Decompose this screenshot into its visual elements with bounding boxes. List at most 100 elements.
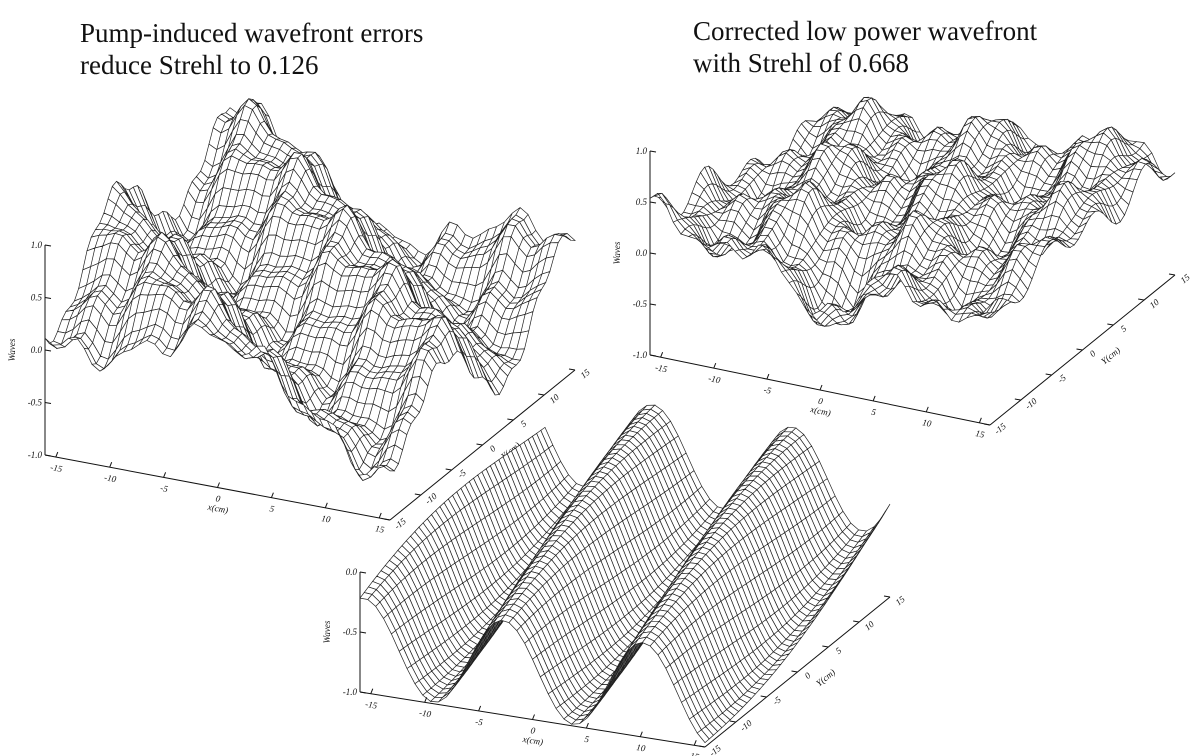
- x-tick: [660, 352, 664, 358]
- z-tick: [649, 303, 657, 306]
- x-tick: [585, 722, 589, 729]
- y-tick-label: 0: [488, 443, 498, 454]
- x-tick-label: -15: [654, 362, 668, 374]
- z-tick: [649, 150, 657, 153]
- z-tick-label: -1.0: [28, 450, 43, 460]
- z-tick: [44, 297, 52, 299]
- x-tick: [217, 482, 220, 488]
- z-tick: [44, 402, 52, 404]
- x-axis-label: x(cm): [809, 404, 832, 418]
- x-tick: [324, 502, 328, 508]
- x-tick: [163, 472, 167, 478]
- x-tick-label: -10: [707, 373, 721, 385]
- z-tick-label: 0.0: [636, 248, 648, 258]
- panel-title: with Strehl of 0.668: [693, 48, 909, 78]
- y-tick: [1138, 298, 1145, 301]
- mesh-row: [745, 143, 1092, 234]
- x-axis-label: x(cm): [521, 734, 544, 747]
- y-tick: [1168, 273, 1176, 276]
- mesh-row: [796, 106, 1142, 186]
- z-axis-label: Waves: [322, 620, 332, 643]
- mesh-row: [788, 127, 1134, 206]
- z-tick-label: 1.0: [636, 146, 648, 156]
- mesh-row: [683, 203, 1029, 309]
- mesh-row: [695, 171, 1041, 281]
- mesh-row: [749, 141, 1097, 223]
- y-tick: [538, 393, 545, 396]
- x-tick: [639, 731, 643, 737]
- z-axis-label: Waves: [7, 338, 17, 361]
- x-tick: [55, 451, 59, 458]
- x-tick: [270, 492, 274, 498]
- wireframe-surface: [44, 98, 576, 481]
- z-tick-label: -0.5: [28, 398, 43, 408]
- mesh-row: [212, 98, 563, 273]
- y-tick: [383, 518, 391, 521]
- wireframe-surface: [359, 404, 891, 744]
- x-tick-label: -5: [763, 384, 773, 395]
- z-tick-label: 0.5: [636, 197, 648, 207]
- panel-title: Corrected low power wavefront: [693, 16, 1038, 46]
- y-tick: [760, 695, 767, 698]
- y-tick: [822, 645, 829, 648]
- y-tick: [414, 493, 421, 496]
- panel-title: reduce Strehl to 0.126: [80, 50, 318, 80]
- x-tick: [693, 740, 697, 746]
- x-tick-label: -5: [475, 716, 484, 727]
- x-tick-label: 5: [871, 407, 878, 418]
- mesh-row: [792, 117, 1138, 193]
- x-tick: [370, 688, 374, 694]
- x-tick: [378, 512, 382, 519]
- panel-title: Pump-induced wavefront errors: [80, 18, 423, 48]
- x-tick: [478, 705, 482, 712]
- y-tick: [507, 418, 514, 421]
- x-tick-label: 10: [636, 742, 647, 753]
- mesh-row: [359, 592, 710, 744]
- y-tick: [445, 468, 452, 471]
- y-tick-label: 5: [1119, 323, 1129, 334]
- surface-plot: 0.0-0.5-1.0Waves-15-10-5051015x(cm)-15-1…: [322, 404, 907, 756]
- z-tick-label: -1.0: [633, 350, 648, 360]
- x-tick: [766, 373, 770, 380]
- z-tick-label: -0.5: [343, 627, 358, 637]
- x-tick-label: 0: [817, 396, 824, 407]
- x-tick: [978, 417, 982, 423]
- x-tick-label: 15: [975, 428, 986, 440]
- z-tick: [359, 571, 367, 574]
- x-tick-label: -10: [418, 707, 432, 719]
- y-tick: [568, 368, 576, 371]
- y-tick: [791, 670, 798, 673]
- z-tick: [359, 691, 367, 694]
- x-tick: [819, 384, 823, 391]
- y-tick-label: 5: [519, 418, 529, 429]
- x-axis-label: x(cm): [206, 502, 229, 516]
- z-tick: [44, 244, 52, 247]
- y-tick: [853, 620, 860, 623]
- z-tick: [649, 252, 657, 255]
- x-tick: [109, 462, 113, 468]
- y-tick-label: 5: [834, 645, 844, 656]
- z-tick: [649, 354, 657, 357]
- y-tick: [729, 720, 736, 723]
- y-tick: [1014, 398, 1021, 401]
- z-tick-label: 0.5: [31, 293, 43, 303]
- x-tick-label: -15: [365, 699, 379, 711]
- mesh-row: [678, 210, 1025, 319]
- z-tick: [44, 454, 52, 457]
- x-tick: [872, 395, 876, 402]
- z-tick: [44, 349, 52, 352]
- y-tick: [476, 443, 483, 446]
- y-tick: [1045, 373, 1052, 376]
- y-tick: [1076, 348, 1083, 351]
- wireframe-surface: [649, 96, 1176, 327]
- mesh-row: [649, 192, 995, 323]
- z-tick: [359, 631, 367, 634]
- y-tick: [983, 423, 991, 426]
- x-tick-label: 10: [921, 417, 932, 429]
- z-tick-label: 0.0: [346, 567, 358, 577]
- x-tick-label: -10: [103, 472, 117, 484]
- x-tick-label: 10: [321, 513, 332, 525]
- z-tick-label: -1.0: [343, 687, 358, 697]
- x-tick-label: -5: [160, 483, 170, 494]
